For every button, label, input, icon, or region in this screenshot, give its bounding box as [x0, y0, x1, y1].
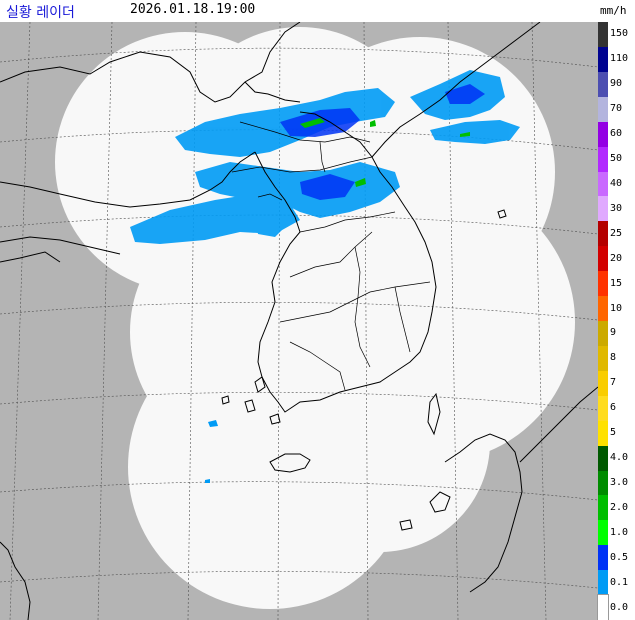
- legend-label-9: 9: [610, 327, 617, 339]
- legend-label-3.0: 3.0: [610, 476, 629, 488]
- province-boundaries: [231, 121, 431, 391]
- legend-swatch-15: [598, 271, 608, 297]
- precipitation-legend: 150 110 90 70 60 50 40 30 25 20 15 10 9 8 7 6 5 4.0 3.0 2.0…: [597, 22, 635, 620]
- legend-label-0.5: 0.5: [610, 551, 629, 563]
- legend-label-0.0: 0.0: [610, 601, 629, 613]
- legend-label-60: 60: [610, 128, 623, 140]
- legend-swatch-3.0: [598, 470, 608, 496]
- map-title: 실황 레이더: [6, 5, 75, 21]
- legend-label-25: 25: [610, 227, 623, 239]
- legend-swatch-0.1: [598, 570, 608, 596]
- legend-label-15: 15: [610, 277, 623, 289]
- legend-swatch-20: [598, 246, 608, 272]
- observation-timestamp: 2026.01.18.19:00: [130, 2, 256, 17]
- legend-label-2.0: 2.0: [610, 501, 629, 513]
- radar-map: [0, 22, 598, 620]
- legend-swatch-2.0: [598, 495, 608, 521]
- legend-label-110: 110: [610, 53, 629, 65]
- legend-swatch-1.0: [598, 520, 608, 546]
- legend-label-7: 7: [610, 377, 617, 389]
- legend-swatch-60: [598, 121, 608, 148]
- legend-label-10: 10: [610, 302, 623, 314]
- legend-label-150: 150: [610, 28, 629, 40]
- legend-swatch-25: [598, 221, 608, 247]
- coastlines: [0, 22, 598, 620]
- legend-label-0.1: 0.1: [610, 576, 629, 588]
- legend-label-5: 5: [610, 427, 617, 439]
- legend-swatch-8: [598, 345, 608, 372]
- rain-echoes: [130, 70, 520, 483]
- legend-swatch-110: [598, 46, 608, 73]
- legend-swatch-70: [598, 96, 608, 123]
- legend-swatch-9: [598, 321, 608, 347]
- legend-swatch-6: [598, 395, 608, 422]
- legend-label-30: 30: [610, 202, 623, 214]
- legend-swatch-7: [598, 370, 608, 397]
- legend-label-20: 20: [610, 252, 623, 264]
- header-bar: 실황 레이더 2026.01.18.19:00 mm/h: [0, 0, 635, 22]
- legend-swatch-150: [598, 22, 608, 48]
- legend-swatch-90: [598, 71, 608, 98]
- legend-swatch-5: [598, 420, 608, 447]
- legend-label-90: 90: [610, 78, 623, 90]
- legend-label-6: 6: [610, 402, 617, 414]
- legend-label-1.0: 1.0: [610, 526, 629, 538]
- legend-swatch-4.0: [598, 445, 608, 471]
- legend-swatch-0.0: [597, 594, 609, 620]
- legend-label-50: 50: [610, 153, 623, 165]
- legend-label-8: 8: [610, 352, 617, 364]
- legend-swatch-40: [598, 171, 608, 197]
- legend-label-4.0: 4.0: [610, 452, 629, 464]
- graticule-lines: [0, 22, 598, 620]
- legend-unit: mm/h: [600, 4, 627, 17]
- legend-swatch-10: [598, 296, 608, 322]
- legend-label-70: 70: [610, 103, 623, 115]
- legend-swatch-0.5: [598, 545, 608, 571]
- legend-label-40: 40: [610, 177, 623, 189]
- legend-swatch-30: [598, 196, 608, 222]
- legend-swatch-50: [598, 146, 608, 172]
